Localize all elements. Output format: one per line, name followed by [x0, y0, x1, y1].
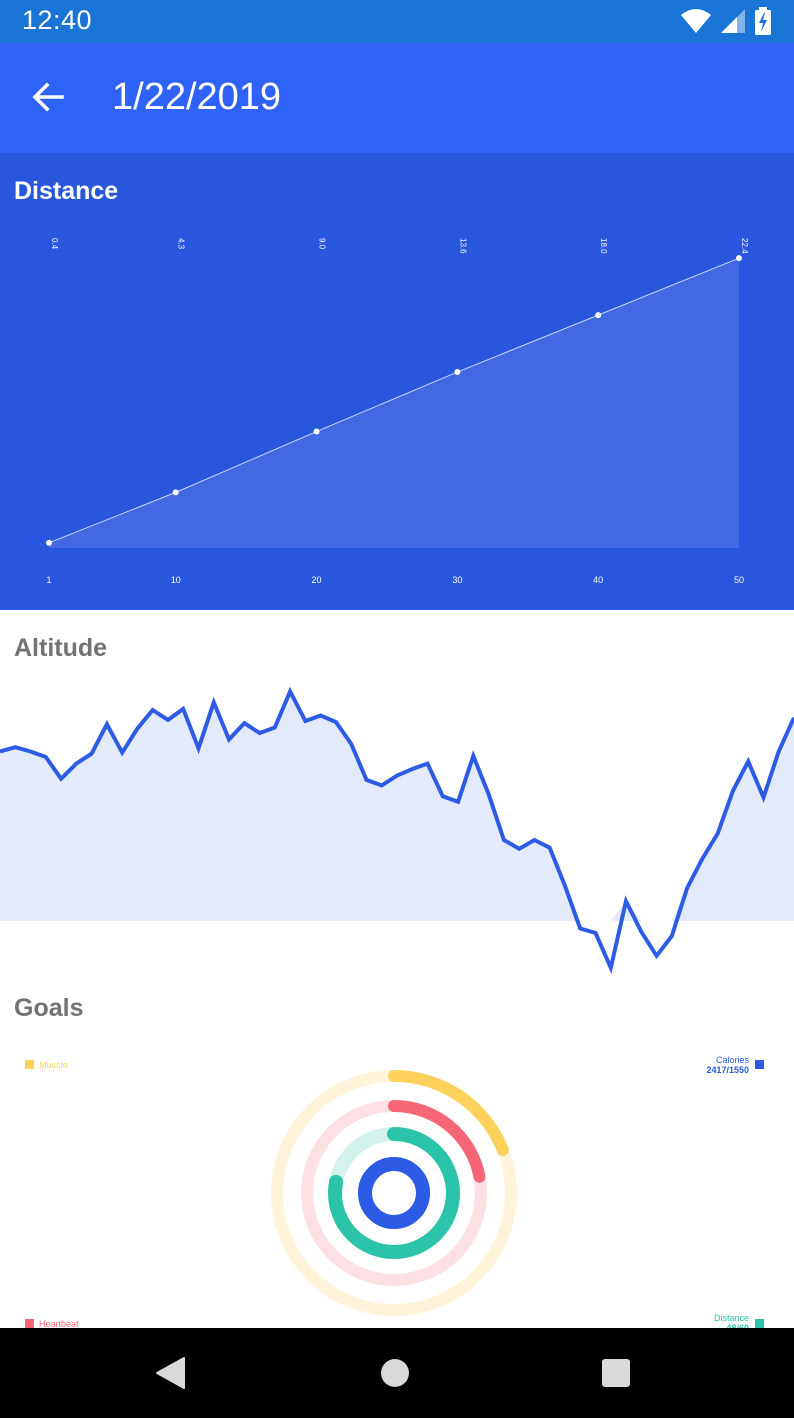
distance-data-point	[454, 369, 461, 376]
distance-value-label: 0.4	[50, 238, 59, 250]
distance-data-point	[172, 489, 179, 496]
altitude-area-fill	[0, 691, 794, 921]
legend-swatch-heartbeat	[25, 1319, 34, 1328]
cellular-signal-icon	[721, 9, 745, 33]
status-bar: 12:40	[0, 0, 794, 43]
legend-label-muscle: Muscle	[39, 1060, 68, 1070]
distance-x-tick-label: 20	[312, 575, 322, 585]
wifi-icon	[681, 9, 711, 33]
distance-value-label: 22.4	[740, 238, 749, 254]
distance-x-tick-label: 30	[452, 575, 462, 585]
legend-label-calories: Calories	[715, 1055, 749, 1065]
altitude-line	[0, 686, 794, 975]
navigation-bar	[0, 1328, 794, 1418]
nav-home-icon	[381, 1359, 409, 1387]
legend-calories: Calories 2417/1550	[690, 1055, 764, 1077]
distance-x-tick-label: 50	[734, 575, 744, 585]
distance-data-point	[313, 428, 320, 435]
distance-value-label: 18.0	[599, 238, 608, 254]
goal-ring-progress-calories	[358, 1157, 430, 1229]
legend-swatch-muscle	[25, 1060, 34, 1069]
app-bar: 1/22/2019	[0, 43, 794, 153]
distance-x-tick-label: 40	[593, 575, 603, 585]
legend-label-distance: Distance	[713, 1313, 749, 1323]
goals-title: Goals	[14, 994, 84, 1022]
distance-x-tick-label: 10	[171, 575, 181, 585]
nav-recents-icon	[602, 1359, 630, 1387]
distance-line	[48, 257, 740, 544]
arrow-back-icon	[32, 82, 64, 112]
distance-value-label: 9.0	[318, 238, 327, 250]
goals-chart	[271, 1070, 517, 1316]
goal-ring-progress-distance	[328, 1127, 460, 1259]
legend-swatch-calories	[755, 1060, 764, 1069]
status-icons	[680, 6, 772, 36]
altitude-chart	[0, 686, 794, 975]
page-title: 1/22/2019	[112, 76, 282, 118]
altitude-title: Altitude	[14, 634, 108, 662]
nav-home-button[interactable]	[350, 1328, 440, 1418]
goal-ring-progress-heartbeat	[301, 1100, 487, 1286]
distance-value-label: 13.6	[458, 238, 467, 254]
distance-title: Distance	[14, 177, 119, 205]
legend-swatch-distance	[755, 1319, 764, 1328]
nav-recents-button[interactable]	[571, 1328, 661, 1418]
distance-data-point	[736, 255, 742, 262]
distance-area-fill	[49, 258, 739, 548]
distance-card: Distance 0.4 1 4.3 10 9.0 20 13.6 30 18.0 40 22.4 5…	[0, 153, 794, 610]
distance-chart: 0.4 1 4.3 10 9.0 20 13.6 30 18.0 40 22.4 50	[46, 238, 749, 585]
nav-back-button[interactable]	[126, 1328, 216, 1418]
back-button[interactable]	[24, 73, 72, 121]
battery-charging-icon	[755, 7, 771, 35]
legend-value-calories: 2417/1550	[706, 1065, 749, 1075]
distance-value-label: 4.3	[177, 238, 186, 250]
status-time: 12:40	[22, 5, 93, 35]
legend-label-heartbeat: Heartbeat	[39, 1319, 79, 1329]
distance-data-point	[46, 539, 52, 546]
goal-ring-progress-muscle	[271, 1070, 517, 1316]
distance-x-tick-label: 1	[46, 575, 51, 585]
distance-data-point	[595, 312, 602, 319]
nav-back-icon	[156, 1357, 185, 1389]
